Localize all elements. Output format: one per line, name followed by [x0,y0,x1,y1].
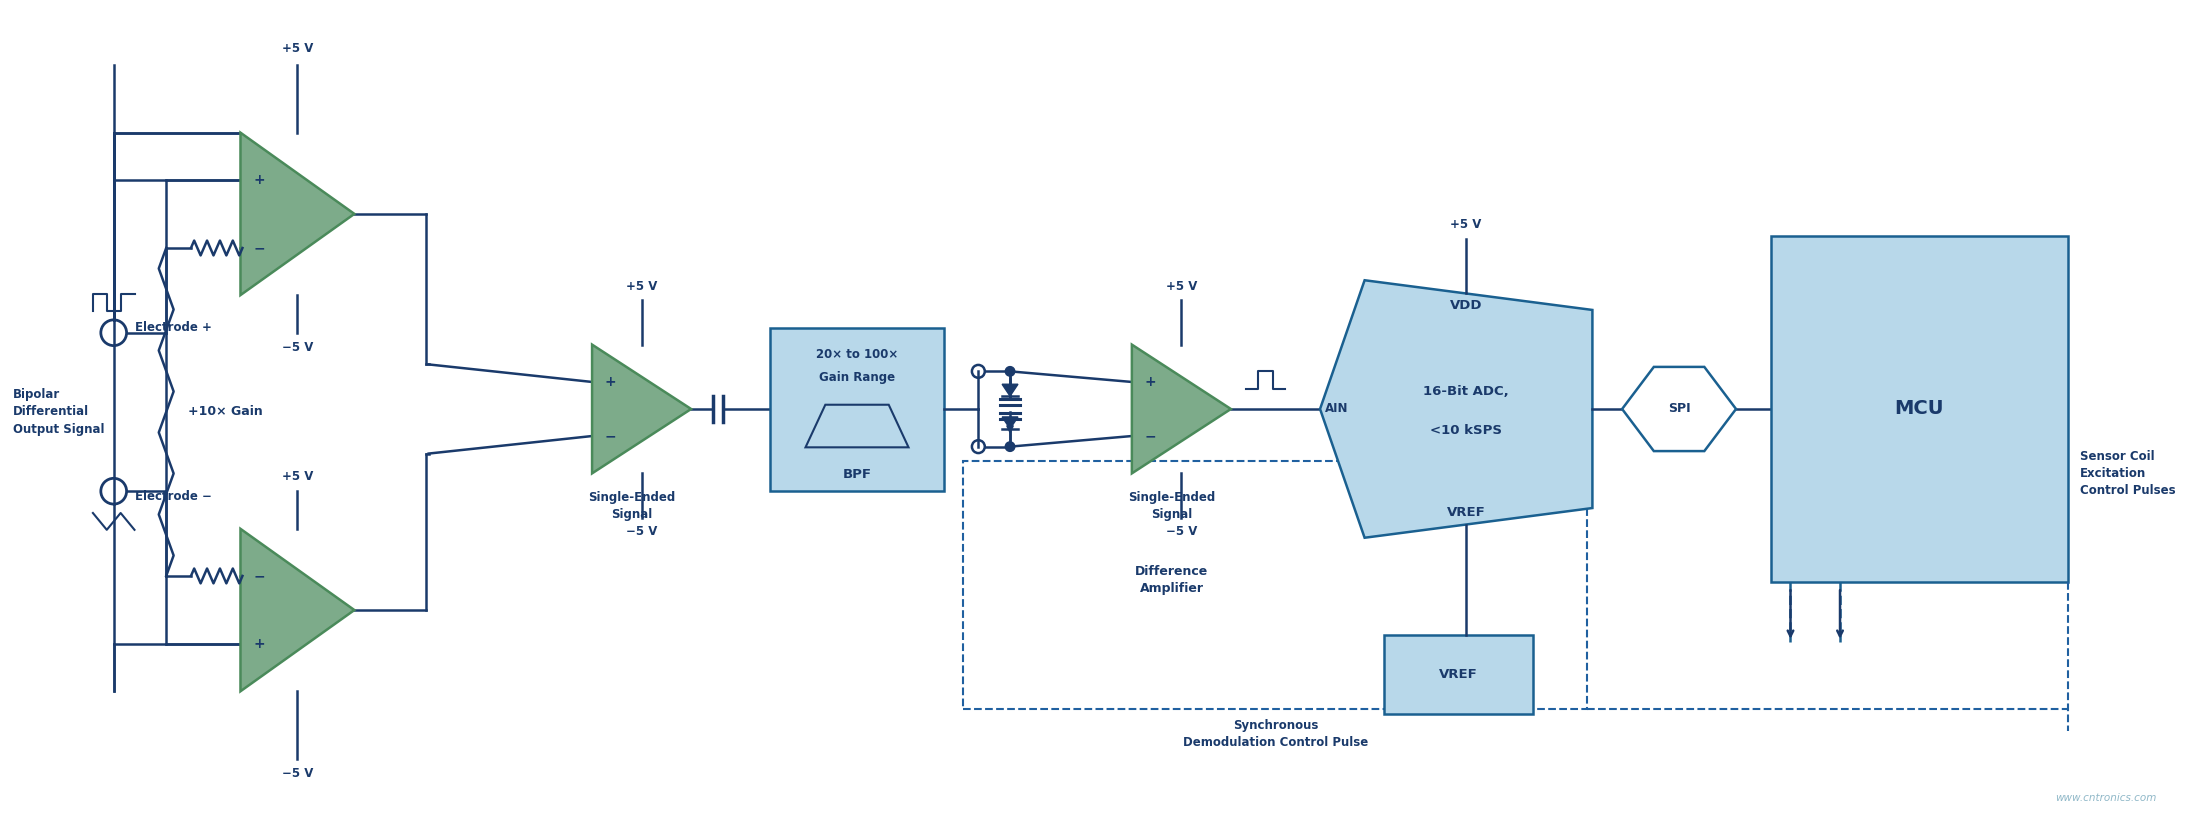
Text: −: − [252,241,265,255]
Text: +5 V: +5 V [1165,280,1198,293]
Text: +: + [606,375,617,389]
Text: +: + [1145,375,1156,389]
Text: −5 V: −5 V [281,341,314,354]
Text: +5 V: +5 V [281,42,314,56]
Polygon shape [241,132,355,295]
Text: +10× Gain: +10× Gain [189,405,263,418]
FancyBboxPatch shape [1771,235,2067,583]
Circle shape [1005,442,1016,451]
FancyBboxPatch shape [770,328,943,491]
Polygon shape [1321,280,1593,538]
Text: −5 V: −5 V [281,766,314,779]
Text: Electrode −: Electrode − [136,489,213,502]
Text: 20× to 100×: 20× to 100× [816,348,897,361]
Text: −5 V: −5 V [625,525,658,538]
Text: −: − [606,429,617,443]
Text: Electrode +: Electrode + [136,321,213,334]
Text: VREF: VREF [1439,668,1479,681]
Text: VDD: VDD [1450,298,1483,311]
Text: MCU: MCU [1893,400,1944,418]
Text: AIN: AIN [1325,403,1349,416]
Text: +5 V: +5 V [625,280,658,293]
Polygon shape [592,345,691,473]
Polygon shape [1132,345,1231,473]
Circle shape [1005,367,1016,376]
Text: SPI: SPI [1667,403,1689,416]
Text: +: + [252,172,265,187]
Text: +5 V: +5 V [1450,218,1481,231]
Text: −: − [252,569,265,583]
Text: <10 kSPS: <10 kSPS [1430,424,1503,437]
Text: Single-Ended
Signal: Single-Ended Signal [1128,490,1215,520]
Text: −: − [1145,429,1156,443]
Text: +5 V: +5 V [281,471,314,484]
Polygon shape [1003,417,1018,429]
Text: BPF: BPF [842,468,871,481]
Text: www.cntronics.com: www.cntronics.com [2056,793,2157,803]
Text: Sensor Coil
Excitation
Control Pulses: Sensor Coil Excitation Control Pulses [2080,450,2174,497]
Text: 16-Bit ADC,: 16-Bit ADC, [1424,385,1509,398]
Text: +: + [252,637,265,651]
FancyBboxPatch shape [1384,635,1534,714]
Text: Bipolar
Differential
Output Signal: Bipolar Differential Output Signal [13,388,103,436]
Polygon shape [1621,367,1735,451]
Text: −5 V: −5 V [1165,525,1198,538]
Text: Synchronous
Demodulation Control Pulse: Synchronous Demodulation Control Pulse [1183,719,1369,749]
Text: VREF: VREF [1446,507,1485,520]
Text: Single-Ended
Signal: Single-Ended Signal [588,490,676,520]
Polygon shape [1003,384,1018,396]
Polygon shape [241,529,355,691]
Text: Difference
Amplifier: Difference Amplifier [1134,565,1209,595]
Text: Gain Range: Gain Range [818,371,895,384]
